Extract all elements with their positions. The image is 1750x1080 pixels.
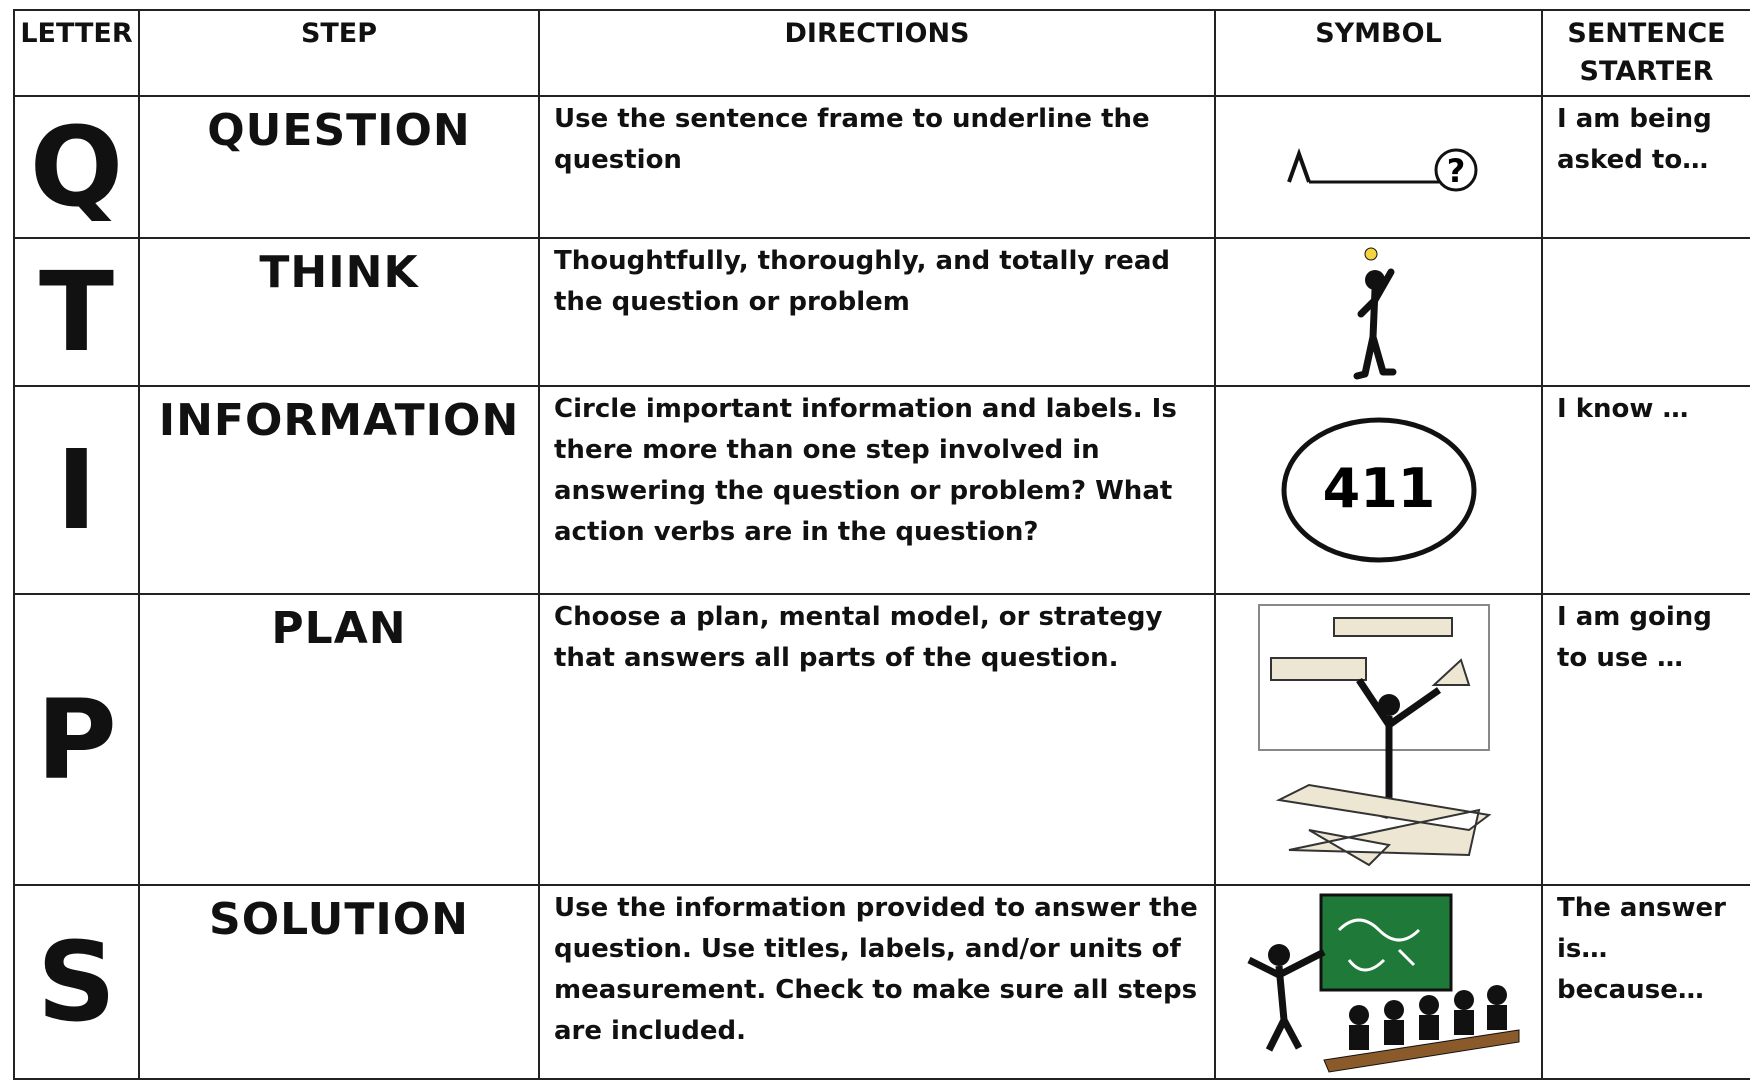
- row: P PLAN Choose a plan, mental model, or s…: [13, 593, 1750, 886]
- directions: Use the information provided to answer t…: [538, 884, 1216, 1080]
- letter: Q: [13, 95, 140, 239]
- directions: Circle important information and labels.…: [538, 385, 1216, 595]
- row: T THINK Thoughtfully, thoroughly, and to…: [13, 237, 1750, 387]
- question-symbol: ?: [1286, 148, 1477, 192]
- letter: P: [13, 593, 140, 886]
- symbol: ?: [1214, 95, 1543, 239]
- directions: Use the sentence frame to underline the …: [538, 95, 1216, 239]
- row: S SOLUTION Use the information provided …: [13, 884, 1750, 1080]
- sentence-starter: I know …: [1541, 385, 1750, 595]
- symbol: [1214, 237, 1543, 387]
- step: PLAN: [138, 593, 540, 886]
- step: SOLUTION: [138, 884, 540, 1080]
- sentence-starter: I am going to use …: [1541, 593, 1750, 886]
- directions: Choose a plan, mental model, or strategy…: [538, 593, 1216, 886]
- info-symbol: 411: [1281, 417, 1476, 563]
- letter: S: [13, 884, 140, 1080]
- symbol: [1214, 884, 1543, 1080]
- qtips-table: LETTER STEP DIRECTIONS SYMBOL SENTENCE S…: [13, 9, 1750, 1080]
- letter: T: [13, 237, 140, 387]
- plan-icon: [1257, 603, 1491, 866]
- row: Q QUESTION Use the sentence frame to und…: [13, 95, 1750, 239]
- header-cell: LETTER: [13, 9, 140, 97]
- symbol-text: 411: [1322, 457, 1435, 520]
- thinker-icon: [1353, 247, 1396, 380]
- letter: I: [13, 385, 140, 595]
- header-cell: STEP: [138, 9, 540, 97]
- solution-icon: [1246, 893, 1519, 1073]
- row: I INFORMATION Circle important informati…: [13, 385, 1750, 595]
- step: THINK: [138, 237, 540, 387]
- symbol: [1214, 593, 1543, 886]
- step: QUESTION: [138, 95, 540, 239]
- directions: Thoughtfully, thoroughly, and totally re…: [538, 237, 1216, 387]
- header-row: LETTER STEP DIRECTIONS SYMBOL SENTENCE S…: [13, 9, 1750, 97]
- sentence-starter: [1541, 237, 1750, 387]
- sentence-starter: I am being asked to…: [1541, 95, 1750, 239]
- header-cell: DIRECTIONS: [538, 9, 1216, 97]
- header-cell: SYMBOL: [1214, 9, 1543, 97]
- header-cell: SENTENCE STARTER: [1541, 9, 1750, 97]
- step: INFORMATION: [138, 385, 540, 595]
- symbol: 411: [1214, 385, 1543, 595]
- svg-text:?: ?: [1446, 152, 1465, 190]
- sentence-starter: The answer is… because…: [1541, 884, 1750, 1080]
